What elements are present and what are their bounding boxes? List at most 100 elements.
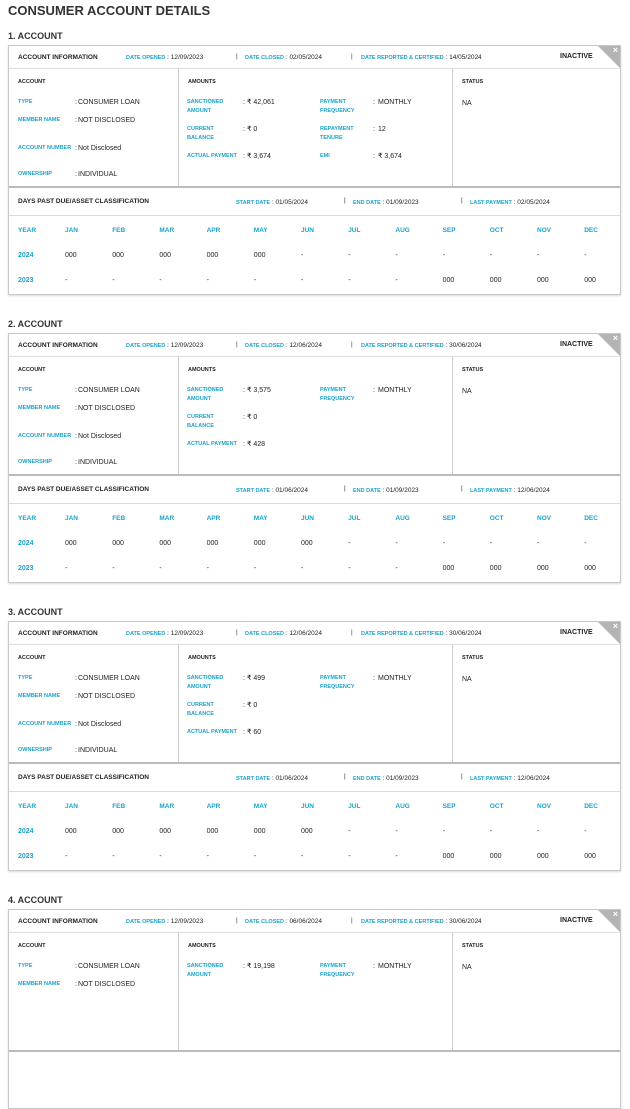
close-icon[interactable]: × bbox=[612, 621, 618, 631]
type-label: TYPE bbox=[18, 963, 33, 969]
account-card: ACCOUNT INFORMATION DATE OPENED : 12/09/… bbox=[8, 621, 621, 871]
actual-payment-value: ₹ 3,674 bbox=[247, 153, 271, 160]
colon: : bbox=[75, 747, 77, 754]
colon: : bbox=[243, 702, 245, 709]
start-date-value: 01/06/2024 bbox=[275, 487, 308, 494]
dpd-cell: - bbox=[159, 853, 162, 860]
dpd-cell: - bbox=[65, 277, 68, 284]
divider: | bbox=[461, 773, 463, 780]
dpd-cell: 000 bbox=[206, 828, 219, 835]
ownership-label: OWNERSHIP bbox=[18, 747, 52, 753]
close-corner[interactable] bbox=[598, 910, 620, 932]
dpd-title: DAYS PAST DUE/ASSET CLASSIFICATION bbox=[18, 486, 149, 493]
type-value: CONSUMER LOAN bbox=[78, 675, 140, 682]
colon: : bbox=[373, 675, 375, 682]
account-card: ACCOUNT INFORMATION DATE OPENED : 12/09/… bbox=[8, 333, 621, 583]
close-corner[interactable] bbox=[598, 46, 620, 68]
status-column-title: STATUS bbox=[462, 79, 484, 85]
end-date-label: END DATE bbox=[353, 776, 381, 782]
sanctioned-amount-value: ₹ 499 bbox=[247, 675, 266, 682]
colon: : bbox=[75, 459, 77, 466]
month-header: MAY bbox=[253, 515, 268, 522]
colon: : bbox=[75, 99, 77, 106]
month-header: JAN bbox=[65, 515, 79, 522]
end-date: END DATE : 01/09/2023 bbox=[353, 487, 419, 494]
status-value: NA bbox=[462, 964, 472, 971]
month-header: OCT bbox=[489, 227, 504, 234]
close-icon[interactable]: × bbox=[612, 909, 618, 919]
account-state-badge: INACTIVE bbox=[560, 53, 593, 60]
dpd-cell: 000 bbox=[206, 540, 219, 547]
payment-frequency-value: MONTHLY bbox=[378, 99, 412, 106]
close-corner[interactable] bbox=[598, 622, 620, 644]
member-name-label: MEMBER NAME bbox=[18, 693, 61, 699]
dpd-cell: 000 bbox=[112, 540, 124, 547]
colon: : bbox=[75, 981, 77, 988]
month-header: MAY bbox=[253, 227, 268, 234]
account-heading: 2. ACCOUNT bbox=[8, 319, 63, 329]
account-number-label: ACCOUNT NUMBER bbox=[18, 433, 72, 439]
date-opened-label: DATE OPENED bbox=[126, 631, 166, 637]
account-info-header: ACCOUNT INFORMATION DATE OPENED : 12/09/… bbox=[9, 334, 620, 357]
current-balance-label: CURRENT BALANCE bbox=[187, 414, 214, 429]
divider: | bbox=[461, 197, 463, 204]
month-header: JUL bbox=[348, 227, 361, 234]
close-icon[interactable]: × bbox=[612, 333, 618, 343]
close-icon[interactable]: × bbox=[612, 45, 618, 55]
end-date: END DATE : 01/09/2023 bbox=[353, 199, 419, 206]
end-date-label: END DATE bbox=[353, 200, 381, 206]
account-column: ACCOUNT TYPE: CONSUMER LOAN MEMBER NAME:… bbox=[9, 645, 179, 762]
month-header: APR bbox=[206, 803, 221, 810]
account-info-title: ACCOUNT INFORMATION bbox=[18, 918, 98, 925]
date-reported-value: 30/06/2024 bbox=[449, 918, 482, 925]
colon: : bbox=[75, 963, 77, 970]
month-header: JUL bbox=[348, 515, 361, 522]
account-number-value: Not Disclosed bbox=[78, 433, 122, 440]
colon: : bbox=[243, 387, 245, 394]
start-date: START DATE : 01/06/2024 bbox=[236, 775, 308, 782]
dpd-cell: 000 bbox=[489, 277, 502, 284]
member-name-value: NOT DISCLOSED bbox=[78, 693, 136, 700]
date-opened: DATE OPENED : 12/09/2023 bbox=[126, 54, 204, 61]
account-column-title: ACCOUNT bbox=[18, 655, 46, 661]
dpd-cell: - bbox=[301, 277, 304, 284]
month-header: OCT bbox=[489, 803, 504, 810]
dpd-cell: - bbox=[206, 853, 209, 860]
month-header: AUG bbox=[395, 515, 410, 522]
date-closed-value: 12/06/2024 bbox=[289, 630, 322, 637]
divider: | bbox=[351, 341, 353, 348]
dpd-cell: 000 bbox=[584, 565, 596, 572]
colon: : bbox=[243, 126, 245, 133]
account-details: ACCOUNT TYPE: CONSUMER LOAN MEMBER NAME:… bbox=[9, 933, 620, 1052]
status-column-title: STATUS bbox=[462, 655, 484, 661]
dpd-cell: - bbox=[395, 828, 398, 835]
dpd-year: 2024 bbox=[18, 252, 34, 259]
amounts-column: AMOUNTS SANCTIONED AMOUNT: ₹ 499 CURRENT… bbox=[179, 645, 453, 762]
last-payment-value: 12/06/2024 bbox=[517, 775, 550, 782]
month-header: JAN bbox=[65, 803, 79, 810]
account-info-title: ACCOUNT INFORMATION bbox=[18, 630, 98, 637]
status-column-title: STATUS bbox=[462, 367, 484, 373]
year-header: YEAR bbox=[18, 227, 37, 234]
colon: : bbox=[373, 153, 375, 160]
dpd-cell: 000 bbox=[442, 565, 455, 572]
start-date: START DATE : 01/05/2024 bbox=[236, 199, 308, 206]
date-opened: DATE OPENED : 12/09/2023 bbox=[126, 630, 204, 637]
status-value: NA bbox=[462, 388, 472, 395]
close-corner[interactable] bbox=[598, 334, 620, 356]
amounts-column-title: AMOUNTS bbox=[188, 367, 216, 373]
account-info-title: ACCOUNT INFORMATION bbox=[18, 54, 98, 61]
account-number-value: Not Disclosed bbox=[78, 145, 122, 152]
month-header: JUN bbox=[301, 227, 315, 234]
dpd-cell: 000 bbox=[537, 277, 549, 284]
dpd-table: YEAR JAN FEB MAR APR MAY JUN JUL AUG SEP OCT NOV DEC… bbox=[9, 504, 620, 581]
date-opened: DATE OPENED : 12/09/2023 bbox=[126, 918, 204, 925]
sanctioned-amount-label: SANCTIONED AMOUNT bbox=[187, 387, 224, 402]
payment-frequency-value: MONTHLY bbox=[378, 387, 412, 394]
dpd-cell: - bbox=[112, 565, 115, 572]
status-column-title: STATUS bbox=[462, 943, 484, 949]
month-header: NOV bbox=[537, 515, 552, 522]
dpd-header: DAYS PAST DUE/ASSET CLASSIFICATION START… bbox=[9, 764, 620, 792]
colon: : bbox=[243, 675, 245, 682]
month-header: NOV bbox=[537, 803, 552, 810]
